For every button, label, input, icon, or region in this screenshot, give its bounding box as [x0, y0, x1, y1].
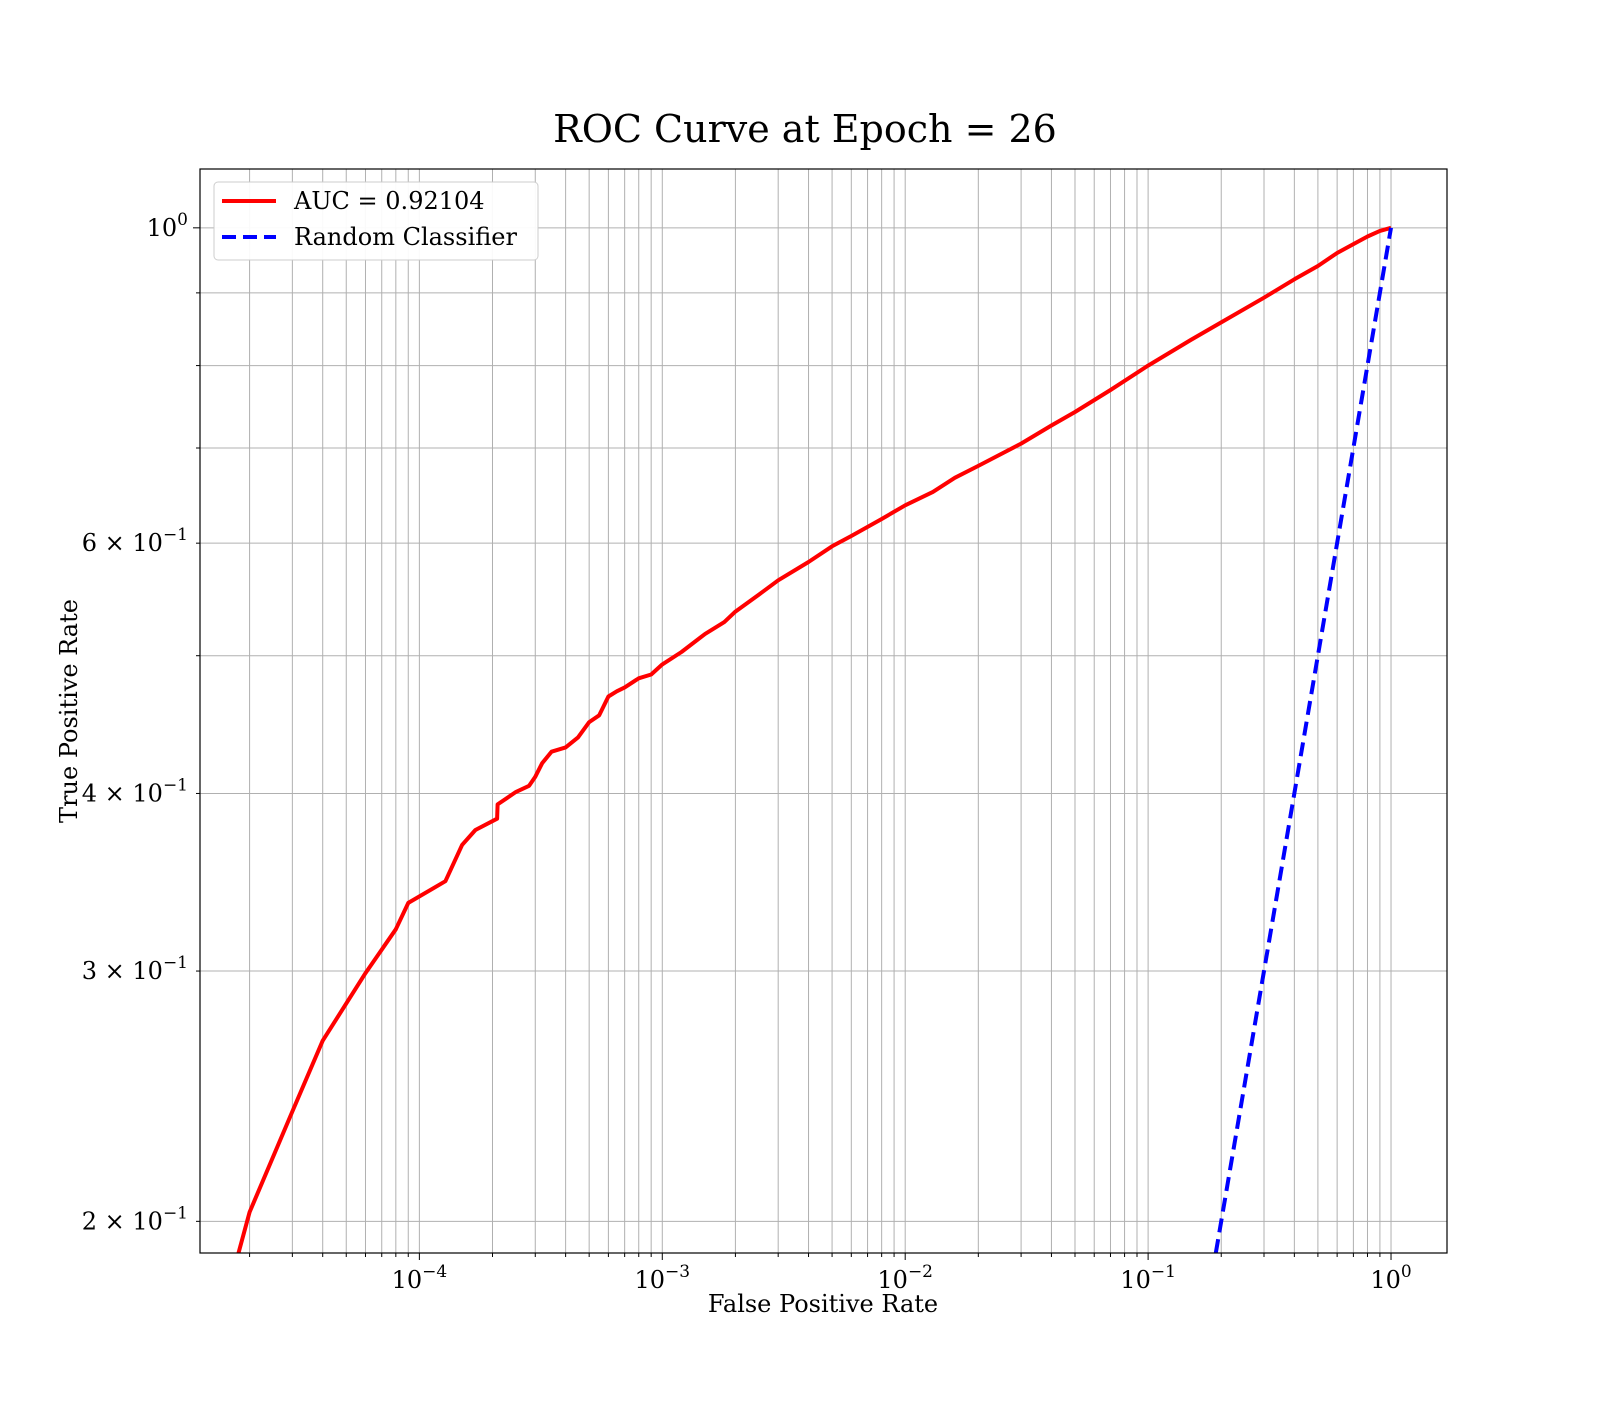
axis-ticks: 10−4 10−3 10−2 10−1 100 100 6 × 10−1 4 × 10−1 3 … — [82, 210, 1412, 1294]
x-axis-label: False Positive Rate — [708, 1290, 938, 1318]
y-axis-label: True Positive Rate — [55, 599, 83, 823]
y-tick-label: 4 × 10−1 — [82, 775, 188, 807]
plot-area-frame — [199, 168, 1448, 1254]
random-classifier-line — [1213, 227, 1393, 1253]
roc-curve-line — [236, 225, 1392, 1253]
series-layer — [236, 225, 1393, 1253]
y-tick-label: 6 × 10−1 — [82, 525, 188, 557]
legend-label-auc: AUC = 0.92104 — [293, 187, 485, 215]
x-tick-label: 10−2 — [877, 1262, 933, 1294]
x-tick-label: 10−4 — [392, 1262, 448, 1294]
y-tick-label: 100 — [147, 210, 188, 242]
x-tick-label: 10−3 — [634, 1262, 690, 1294]
legend-frame — [213, 181, 539, 261]
grid-lines — [200, 169, 1447, 1253]
y-tick-label: 3 × 10−1 — [82, 953, 188, 985]
legend: AUC = 0.92104 Random Classifier — [213, 181, 539, 261]
legend-label-random: Random Classifier — [294, 223, 517, 251]
y-tick-label: 2 × 10−1 — [82, 1203, 188, 1235]
x-tick-label: 100 — [1370, 1262, 1411, 1294]
x-tick-label: 10−1 — [1120, 1262, 1176, 1294]
chart-title: ROC Curve at Epoch = 26 — [553, 107, 1057, 151]
